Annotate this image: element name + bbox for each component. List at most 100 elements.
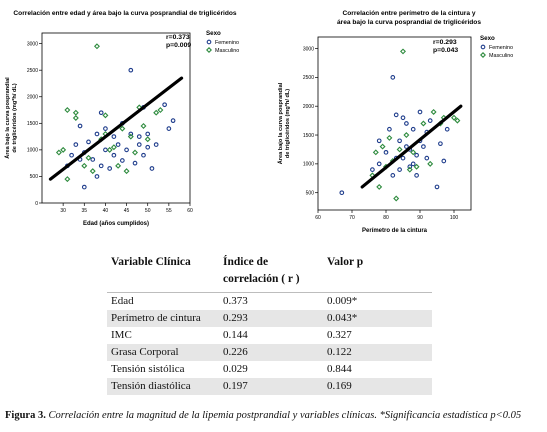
x-tick-label: 100 (450, 215, 459, 221)
data-point-masculino (123, 168, 130, 175)
cell-variable: Tensión sistólica (111, 363, 185, 375)
x-tick-label: 50 (145, 208, 151, 214)
x-tick-label: 55 (166, 208, 172, 214)
data-point-femenino (370, 167, 375, 172)
data-point-masculino (410, 149, 417, 156)
data-point-femenino (111, 134, 117, 139)
data-point-femenino (98, 163, 104, 169)
cell-p: 0.327 (327, 329, 352, 341)
y-axis-label: Área bajo la curva posprandial (4, 77, 11, 159)
header-p-value: Valor p (327, 256, 364, 268)
correlation-table: Variable Clínica Índice de correlación (… (107, 250, 432, 395)
data-point-femenino (390, 75, 396, 80)
data-point-femenino (128, 67, 134, 73)
data-point-femenino (390, 173, 396, 178)
data-point-femenino (400, 115, 406, 121)
chart-title: Correlación entre perímetro de la cintur… (342, 10, 475, 17)
y-tick-label: 2500 (27, 68, 38, 74)
x-axis-label: Edad (años cumplidos) (83, 221, 149, 227)
data-point-masculino (81, 162, 88, 169)
legend-entry: Masculino (489, 53, 513, 59)
chart-title: área bajo la curva posprandial de trigli… (337, 19, 481, 26)
data-point-masculino (110, 144, 117, 151)
data-point-masculino (60, 146, 67, 153)
data-point-femenino (136, 142, 142, 147)
data-point-masculino (115, 162, 122, 169)
table-row: Tensión sistólica 0.029 0.844 (107, 361, 432, 378)
cell-variable: Perímetro de cintura (107, 310, 219, 327)
legend-entry: Femenino (489, 45, 513, 51)
data-point-masculino (379, 143, 386, 150)
correlation-annotation: r=0.293 (433, 39, 457, 46)
data-point-masculino (140, 122, 147, 129)
data-point-masculino (144, 136, 151, 143)
data-point-masculino (420, 120, 427, 127)
data-point-femenino (81, 184, 87, 190)
data-point-femenino (407, 164, 413, 170)
table-row: Perímetro de cintura 0.293 0.043* (107, 310, 432, 327)
data-point-femenino (94, 174, 100, 179)
legend-marker-femenino (480, 44, 486, 50)
legend-marker-femenino (206, 39, 212, 45)
scatter-plot-waist: Correlación entre perímetro de la cintur… (277, 10, 513, 234)
data-point-femenino (145, 144, 151, 150)
scatter-chart-waist: Correlación entre perímetro de la cintur… (275, 0, 547, 234)
data-point-masculino (127, 133, 134, 140)
plot-area-frame (41, 32, 191, 204)
data-point-masculino (427, 160, 434, 167)
data-point-femenino (410, 126, 416, 132)
y-tick-label: 500 (306, 191, 315, 197)
x-tick-label: 60 (187, 208, 193, 214)
y-tick-label: 0 (35, 201, 38, 207)
correlation-annotation: r=0.373 (166, 34, 190, 41)
y-tick-label: 2000 (27, 95, 38, 101)
data-point-femenino (383, 149, 389, 155)
y-axis-label: de triglicéridos (mg*h/ dL) (285, 89, 291, 158)
data-point-femenino (124, 147, 129, 153)
header-correlation: Índice de correlación ( r ) (223, 256, 300, 285)
cell-variable: Edad (111, 295, 134, 307)
x-tick-label: 70 (349, 215, 355, 221)
data-point-femenino (166, 126, 172, 131)
data-point-femenino (153, 142, 159, 147)
data-point-femenino (404, 121, 409, 126)
data-point-masculino (89, 168, 96, 175)
table-row: Edad 0.373 0.009* (107, 293, 432, 311)
y-tick-label: 1500 (303, 133, 314, 139)
caption-text: Correlación entre la magnitud de la lipe… (45, 410, 522, 421)
data-point-masculino (413, 163, 420, 170)
data-point-masculino (376, 183, 383, 190)
data-point-femenino (69, 152, 74, 158)
cell-r: 0.373 (223, 295, 248, 307)
legend-marker-masculino (206, 47, 212, 53)
table-row: Tensión diastólica 0.197 0.169 (107, 378, 432, 395)
data-point-masculino (403, 132, 410, 139)
data-point-femenino (424, 155, 430, 161)
data-point-femenino (94, 131, 100, 137)
cell-variable: IMC (111, 329, 132, 341)
data-point-femenino (111, 152, 117, 158)
cell-variable: Grasa Corporal (107, 344, 219, 361)
legend-entry: Femenino (215, 40, 239, 46)
data-point-masculino (400, 48, 406, 55)
data-point-femenino (393, 112, 399, 118)
table-header-row: Variable Clínica Índice de correlación (… (107, 250, 432, 293)
cell-p: 0.169 (323, 378, 432, 395)
y-tick-label: 500 (30, 174, 39, 180)
cell-p: 0.043* (323, 310, 432, 327)
data-point-femenino (132, 160, 138, 166)
y-tick-label: 1500 (27, 121, 38, 127)
data-point-masculino (93, 43, 100, 50)
plot-area-frame (317, 36, 472, 211)
data-point-femenino (417, 109, 423, 115)
x-tick-label: 30 (60, 208, 66, 214)
data-point-femenino (145, 131, 151, 137)
data-point-femenino (414, 152, 419, 158)
legend-title: Sexo (480, 35, 495, 42)
table-row: Grasa Corporal 0.226 0.122 (107, 344, 432, 361)
scatter-chart-age: Correlación entre edad y área bajo la cu… (0, 0, 270, 227)
data-point-femenino (119, 158, 125, 163)
data-point-femenino (136, 134, 142, 139)
cell-r: 0.029 (223, 363, 248, 375)
data-point-femenino (115, 142, 121, 147)
